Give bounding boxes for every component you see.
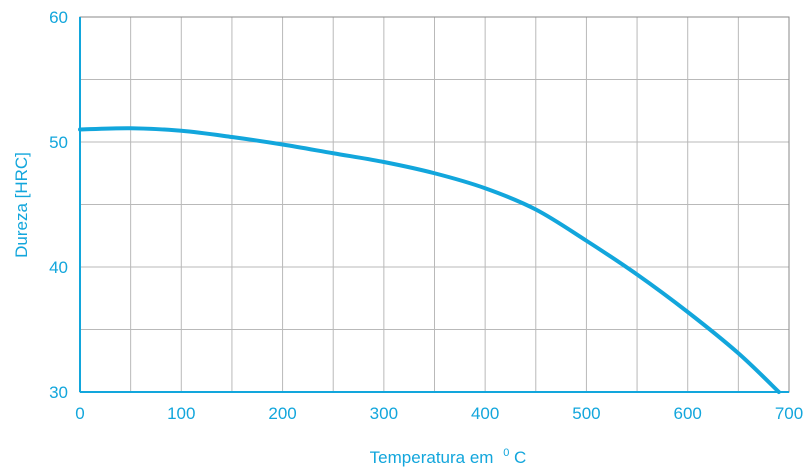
x-tick-label: 600 [674, 404, 702, 423]
x-axis-title-sup: 0 [503, 447, 509, 459]
x-tick-label: 400 [471, 404, 499, 423]
x-tick-label: 700 [775, 404, 803, 423]
y-tick-label: 40 [49, 258, 68, 277]
x-axis-title-unit: C [514, 448, 526, 467]
axes [79, 16, 790, 393]
x-tick-label: 0 [75, 404, 84, 423]
series [78, 126, 781, 394]
x-axis-title-text: Temperatura em [370, 448, 494, 467]
y-axis-title: Dureza [HRC] [12, 152, 31, 258]
tick-labels: 0 100 200 300 400 500 600 700 30 40 50 60 [49, 8, 803, 423]
grid [80, 17, 789, 392]
x-tick-label: 200 [268, 404, 296, 423]
x-tick-label: 500 [572, 404, 600, 423]
y-tick-label: 50 [49, 133, 68, 152]
x-tick-label: 100 [167, 404, 195, 423]
x-axis-title: Temperatura em 0 C [370, 441, 527, 467]
y-tick-label: 30 [49, 383, 68, 402]
x-tick-label: 300 [370, 404, 398, 423]
hardness-curve [78, 126, 781, 394]
y-tick-label: 60 [49, 8, 68, 27]
